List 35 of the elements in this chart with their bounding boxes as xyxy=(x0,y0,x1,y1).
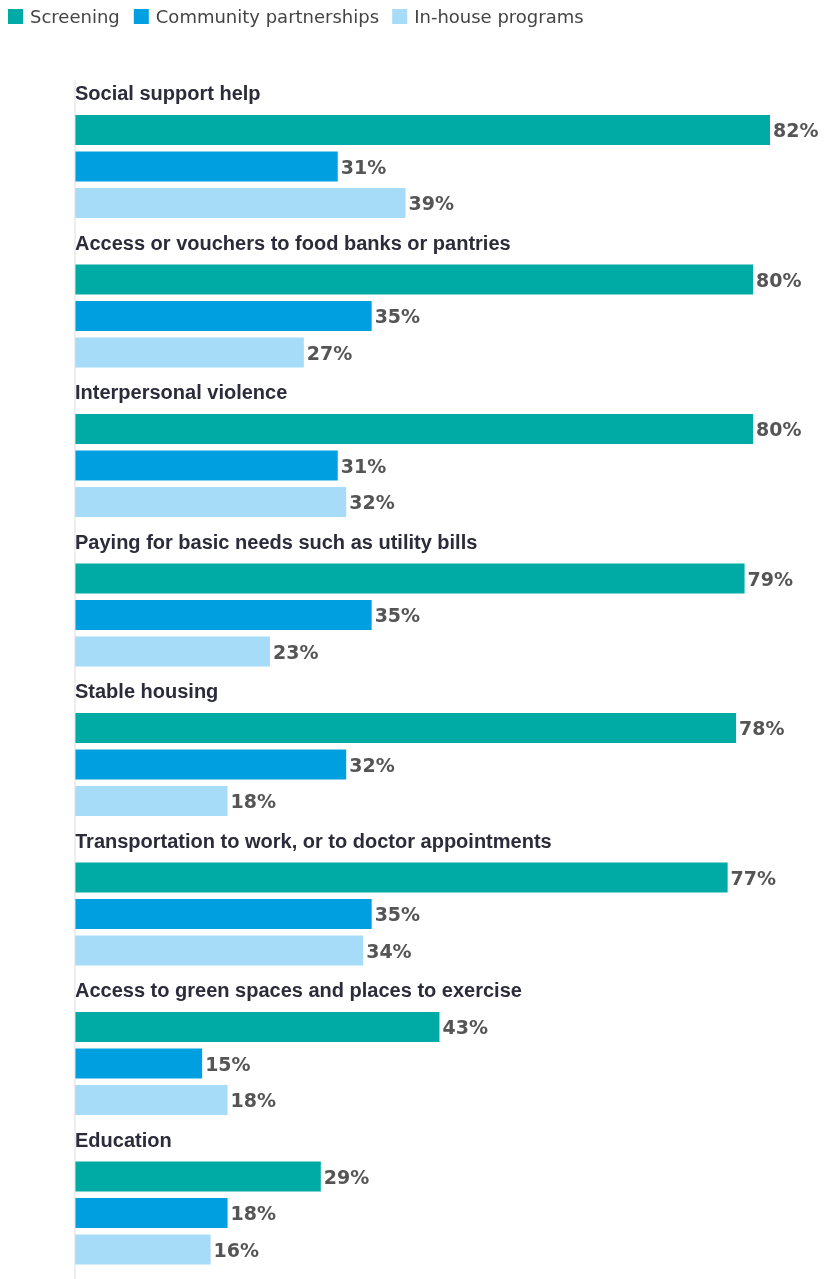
y-tick-label: Stable housing xyxy=(75,680,219,702)
data-label: 32% xyxy=(349,753,395,776)
data-label: 16% xyxy=(213,1238,260,1261)
data-label: 27% xyxy=(306,341,353,364)
y-tick-label: Access or vouchers to food banks or pantries xyxy=(75,231,511,254)
data-label: 82% xyxy=(773,119,819,141)
y-tick-label: Transportation to work, or to doctor appointments xyxy=(75,829,552,852)
y-tick-label: Interpersonal violence xyxy=(75,381,288,403)
data-label: 32% xyxy=(349,491,395,513)
data-label: 35% xyxy=(374,903,421,925)
data-label: 79% xyxy=(747,567,794,590)
data-label: 23% xyxy=(272,640,319,663)
data-label: 18% xyxy=(230,1089,277,1111)
y-tick-label: Education xyxy=(75,1128,172,1151)
data-label: 80% xyxy=(756,268,802,291)
data-label: 78% xyxy=(739,717,785,739)
data-label: 35% xyxy=(374,604,421,626)
data-label: 18% xyxy=(230,1202,277,1224)
data-label: 77% xyxy=(730,866,777,889)
y-tick-label: Social support help xyxy=(75,82,261,104)
data-label: 31% xyxy=(340,454,387,477)
data-label: 18% xyxy=(230,790,277,812)
data-label: 29% xyxy=(323,1165,370,1188)
data-label: 31% xyxy=(340,155,387,178)
data-label: 35% xyxy=(374,305,421,327)
legend-label: In-house programs xyxy=(414,6,584,27)
y-tick-label: Paying for basic needs such as utility bills xyxy=(75,530,478,553)
data-label: 80% xyxy=(756,418,802,440)
legend-label: Screening xyxy=(30,6,120,27)
y-tick-label: Access to green spaces and places to exercise xyxy=(75,979,522,1001)
data-label: 43% xyxy=(442,1016,488,1038)
data-label: 34% xyxy=(366,939,412,962)
data-label: 15% xyxy=(205,1052,251,1075)
data-label: 39% xyxy=(408,192,455,214)
legend-label: Community partnerships xyxy=(155,6,380,27)
